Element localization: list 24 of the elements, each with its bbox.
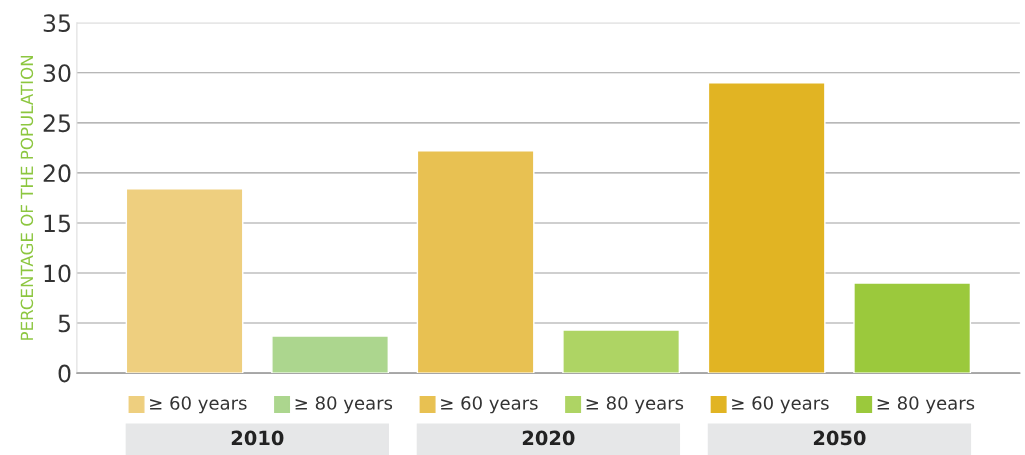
y-tick-label: 15 [44, 214, 70, 233]
bar [562, 329, 681, 374]
y-tick-label: 20 [43, 164, 71, 183]
legend-label: ≥ 80 years [295, 396, 393, 414]
y-tick-label: 30 [43, 64, 71, 83]
x-tick-label: 2010 [231, 430, 284, 446]
y-tick-label: 10 [44, 264, 71, 283]
bar [853, 282, 972, 374]
bar [416, 150, 535, 374]
text: ≥ 60 years [441, 396, 538, 414]
legend-label: ≥ 60 years [150, 396, 247, 414]
bar [707, 82, 826, 374]
bar [271, 335, 389, 374]
x-tick-label: 2020 [522, 430, 575, 446]
y-tick-label: 0 [58, 364, 71, 383]
text: ≥ 60 years [732, 396, 829, 414]
text: ≥ 80 years [586, 396, 684, 414]
x-tick-label: 2050 [813, 430, 866, 446]
y-tick-label: 5 [58, 314, 70, 333]
y-axis-title: PERCENTAGE OF THE POPULATION [20, 56, 34, 340]
bar [125, 188, 244, 374]
y-tick-label: 25 [43, 114, 70, 133]
text: ≥ 80 years [877, 396, 975, 414]
y-tick-label: 35 [43, 14, 70, 33]
